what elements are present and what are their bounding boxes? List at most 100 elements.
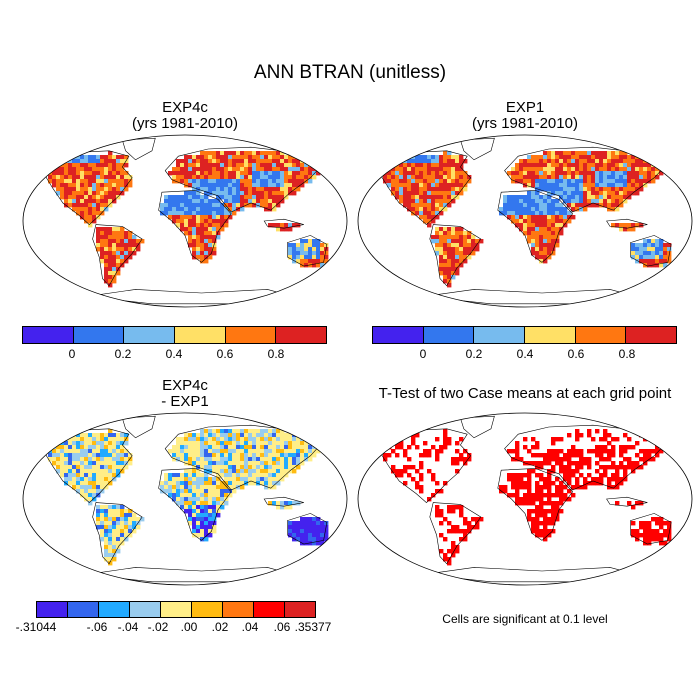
- panel-a-grid-cell: [192, 231, 197, 236]
- panel-c-grid-cell: [84, 469, 89, 474]
- panel-b-grid-cell: [399, 171, 404, 176]
- panel-c-grid-cell: [220, 501, 225, 506]
- panel-d-grid-cell: [547, 489, 552, 494]
- panel-a-grid-cell: [60, 187, 65, 192]
- panel-b-grid-cell: [455, 267, 460, 272]
- panel-a-grid-cell: [244, 179, 249, 184]
- panel-a-grid-cell: [100, 211, 105, 216]
- panel-a-grid-cell: [296, 167, 301, 172]
- panel-c-grid-cell: [268, 449, 273, 454]
- panel-b-grid-cell: [443, 167, 448, 172]
- panel-d-grid-cell: [543, 525, 548, 530]
- panel-a-grid-cell: [280, 199, 285, 204]
- panel-c-grid-cell: [216, 441, 221, 446]
- panel-b-grid-cell: [663, 247, 668, 252]
- panel-c-grid-cell: [200, 513, 205, 518]
- panel-a-grid-cell: [200, 207, 205, 212]
- panel-c-grid-cell: [296, 461, 301, 466]
- panel-b-grid-cell: [667, 255, 672, 260]
- panel-c-grid-cell: [228, 437, 233, 442]
- panel-a-grid-cell: [184, 167, 189, 172]
- panel-b-grid-cell: [543, 203, 548, 208]
- panel-a-grid-cell: [96, 247, 101, 252]
- panel-c-grid-cell: [276, 465, 281, 470]
- panel-c-grid-cell: [184, 437, 189, 442]
- panel-d-grid-cell: [547, 453, 552, 458]
- panel-d-grid-cell: [435, 457, 440, 462]
- panel-a-grid-cell: [100, 155, 105, 160]
- panel-b-grid-cell: [559, 163, 564, 168]
- panel-a-grid-cell: [136, 247, 141, 252]
- panel-c-grid-cell: [108, 521, 113, 526]
- panel-b-grid-cell: [615, 199, 620, 204]
- panel-b-grid-cell: [511, 167, 516, 172]
- panel-b-grid-cell: [623, 227, 628, 232]
- panel-b-grid-cell: [667, 259, 672, 264]
- panel-d-grid-cell: [563, 485, 568, 490]
- panel-b-grid-cell: [607, 195, 612, 200]
- panel-a-grid-cell: [216, 219, 221, 224]
- panel-a-grid-cell: [316, 259, 321, 264]
- panel-b-grid-cell: [463, 159, 468, 164]
- panel-a-grid-cell: [244, 187, 249, 192]
- panel-a-grid-cell: [120, 231, 125, 236]
- panel-a-grid-cell: [112, 163, 117, 168]
- panel-c-grid-cell: [204, 509, 209, 514]
- panel-d-grid-cell: [455, 449, 460, 454]
- panel-a-grid-cell: [104, 279, 109, 284]
- panel-c-grid-cell: [176, 477, 181, 482]
- panel-a-grid-cell: [116, 231, 121, 236]
- panel-c-grid-cell: [184, 493, 189, 498]
- panel-b-grid-cell: [531, 163, 536, 168]
- panel-c-grid-cell: [96, 509, 101, 514]
- panel-a-grid-cell: [104, 227, 109, 232]
- panel-b-grid-cell: [571, 163, 576, 168]
- panel-c-grid-cell: [304, 441, 309, 446]
- panel-b-grid-cell: [419, 215, 424, 220]
- panel-b-grid-cell: [611, 203, 616, 208]
- panel-c-grid-cell: [48, 457, 53, 462]
- panel-c-grid-cell: [76, 445, 81, 450]
- panel-a-grid-cell: [112, 159, 117, 164]
- panel-a-grid-cell: [204, 207, 209, 212]
- panel-c-grid-cell: [188, 509, 193, 514]
- panel-a-grid-cell: [84, 203, 89, 208]
- panel-c-grid-cell: [104, 557, 109, 562]
- panel-c-grid-cell: [204, 453, 209, 458]
- panel-c-grid-cell: [112, 477, 117, 482]
- panel-a-grid-cell: [264, 171, 269, 176]
- panel-b-grid-cell: [627, 191, 632, 196]
- panel-b-grid-cell: [567, 175, 572, 180]
- panel-c-grid-cell: [312, 521, 317, 526]
- panel-c-grid-cell: [224, 461, 229, 466]
- panel-c-grid-cell: [92, 477, 97, 482]
- panel-a-grid-cell: [232, 151, 237, 156]
- panel-a-grid-cell: [224, 171, 229, 176]
- panel-a-grid-cell: [292, 167, 297, 172]
- panel-b-grid-cell: [543, 243, 548, 248]
- panel-b-grid-cell: [615, 191, 620, 196]
- panel-a-grid-cell: [304, 247, 309, 252]
- panel-b-grid-cell: [511, 195, 516, 200]
- panel-b-grid-cell: [631, 191, 636, 196]
- panel-b-grid-cell: [443, 179, 448, 184]
- panel-a-grid-cell: [308, 251, 313, 256]
- panel-a-grid-cell: [280, 151, 285, 156]
- panel-a-grid-cell: [220, 167, 225, 172]
- panel-d-grid-cell: [515, 477, 520, 482]
- panel-a-grid-cell: [64, 163, 69, 168]
- panel-b-grid-cell: [583, 195, 588, 200]
- panel-b-grid-cell: [631, 163, 636, 168]
- panel-a-grid-cell: [304, 243, 309, 248]
- panel-c-grid-cell: [320, 441, 325, 446]
- panel-d-grid-cell: [435, 481, 440, 486]
- panel-c-grid-cell: [104, 449, 109, 454]
- panel-c-grid-cell: [108, 461, 113, 466]
- panel-c-grid-cell: [80, 477, 85, 482]
- panel-c-grid-cell: [208, 445, 213, 450]
- panel-a-coastline-eurasia: [164, 146, 325, 213]
- panel-c-grid-cell: [304, 525, 309, 530]
- panel-b-grid-cell: [407, 191, 412, 196]
- panel-a-grid-cell: [256, 179, 261, 184]
- panel-b-grid-cell: [427, 191, 432, 196]
